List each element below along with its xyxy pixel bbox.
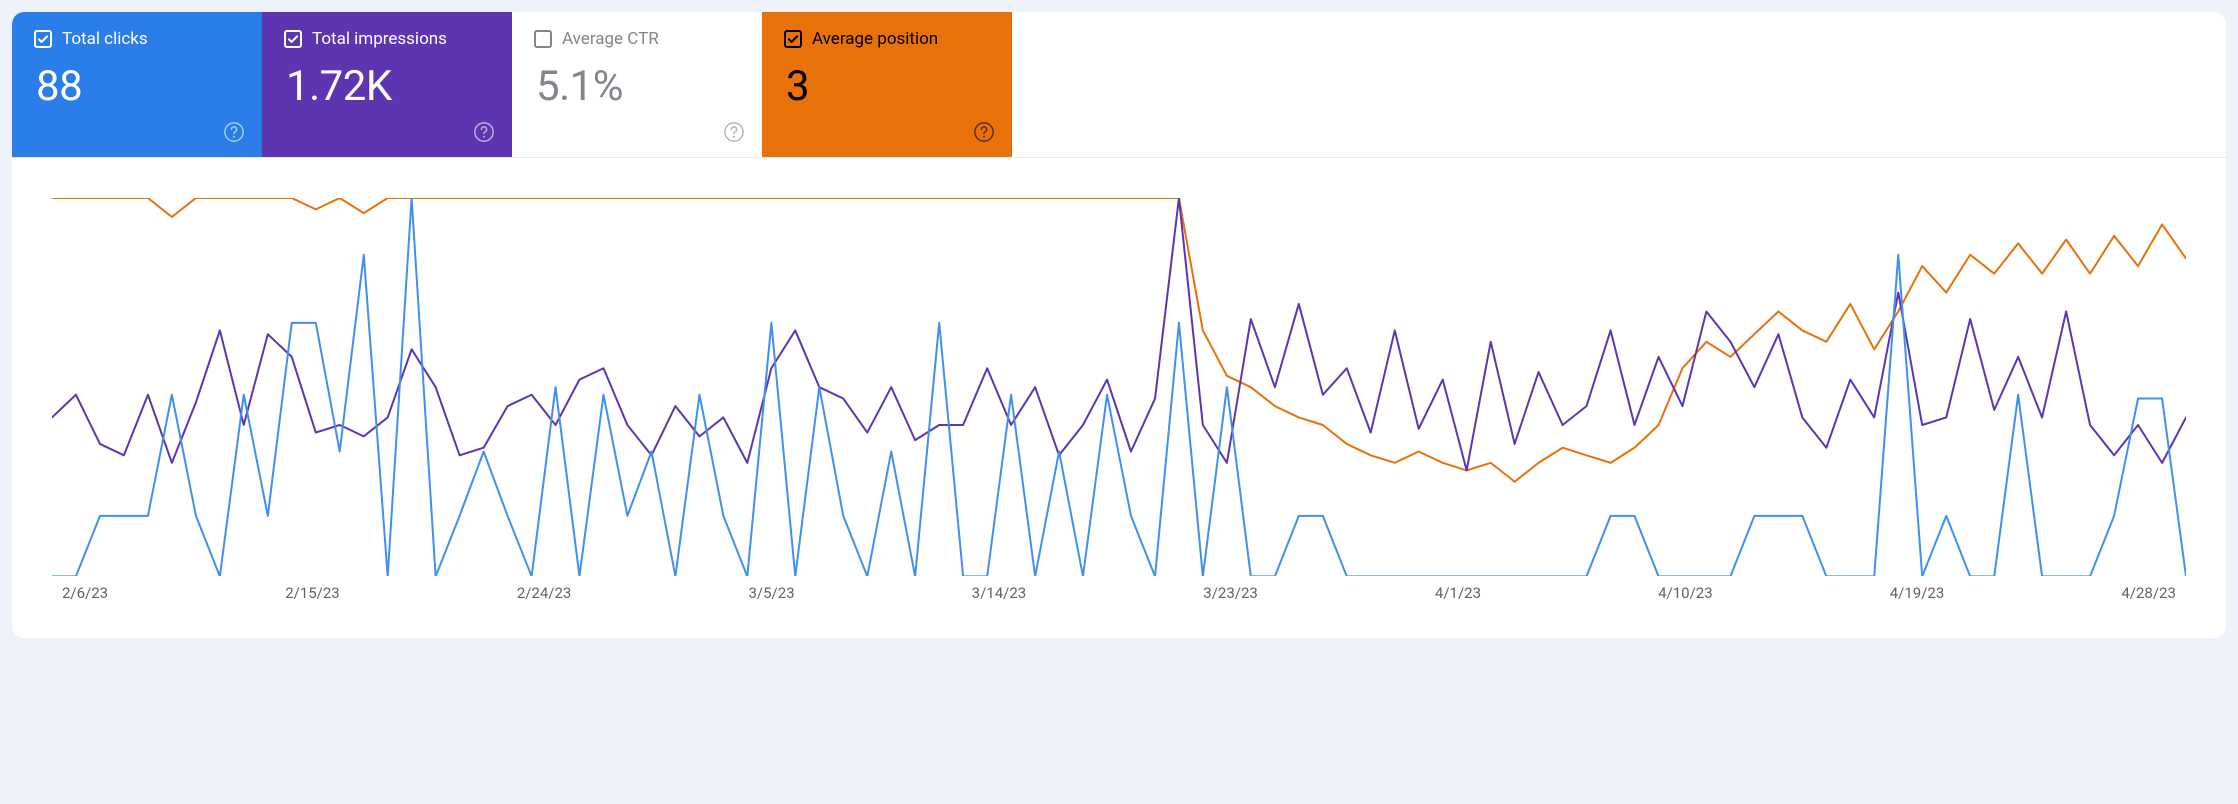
metric-checkbox-impressions[interactable]	[284, 30, 302, 48]
metric-label: Total clicks	[62, 31, 148, 48]
help-icon[interactable]	[973, 121, 995, 143]
performance-panel: Total clicks 88 Total impressions 1.72K Aver…	[12, 12, 2226, 638]
metric-card-clicks[interactable]: Total clicks 88	[12, 12, 262, 157]
metric-cards-row: Total clicks 88 Total impressions 1.72K Aver…	[12, 12, 2226, 158]
metric-label: Total impressions	[312, 31, 447, 48]
x-axis-tick-label: 4/10/23	[1658, 584, 1713, 602]
performance-line-chart	[52, 198, 2186, 576]
x-axis-tick-label: 4/28/23	[2121, 584, 2176, 602]
help-icon[interactable]	[723, 121, 745, 143]
metric-checkbox-position[interactable]	[784, 30, 802, 48]
x-axis-tick-label: 3/5/23	[748, 584, 794, 602]
metric-value: 5.1%	[536, 66, 739, 108]
metric-checkbox-ctr[interactable]	[534, 30, 552, 48]
series-line-clicks	[52, 198, 2186, 576]
chart-x-axis-labels: 2/6/23 2/15/23 2/24/23 3/5/23 3/14/23 3/23/23…	[52, 576, 2186, 622]
metric-checkbox-clicks[interactable]	[34, 30, 52, 48]
metric-card-ctr[interactable]: Average CTR 5.1%	[512, 12, 762, 157]
x-axis-tick-label: 4/19/23	[1890, 584, 1945, 602]
metric-label: Average position	[812, 31, 938, 48]
x-axis-tick-label: 3/14/23	[972, 584, 1027, 602]
metric-value: 1.72K	[286, 66, 489, 108]
check-icon	[786, 32, 800, 46]
x-axis-tick-label: 2/6/23	[62, 584, 108, 602]
x-axis-tick-label: 4/1/23	[1435, 584, 1481, 602]
chart-area: 2/6/23 2/15/23 2/24/23 3/5/23 3/14/23 3/23/23…	[12, 158, 2226, 638]
check-icon	[286, 32, 300, 46]
metric-value: 88	[36, 66, 239, 108]
x-axis-tick-label: 2/15/23	[285, 584, 340, 602]
metric-card-impressions[interactable]: Total impressions 1.72K	[262, 12, 512, 157]
metric-value: 3	[786, 66, 989, 108]
metric-label: Average CTR	[562, 31, 659, 48]
series-line-position	[52, 198, 2186, 482]
x-axis-tick-label: 3/23/23	[1203, 584, 1258, 602]
x-axis-tick-label: 2/24/23	[517, 584, 572, 602]
help-icon[interactable]	[223, 121, 245, 143]
help-icon[interactable]	[473, 121, 495, 143]
check-icon	[36, 32, 50, 46]
metric-card-position[interactable]: Average position 3	[762, 12, 1012, 157]
